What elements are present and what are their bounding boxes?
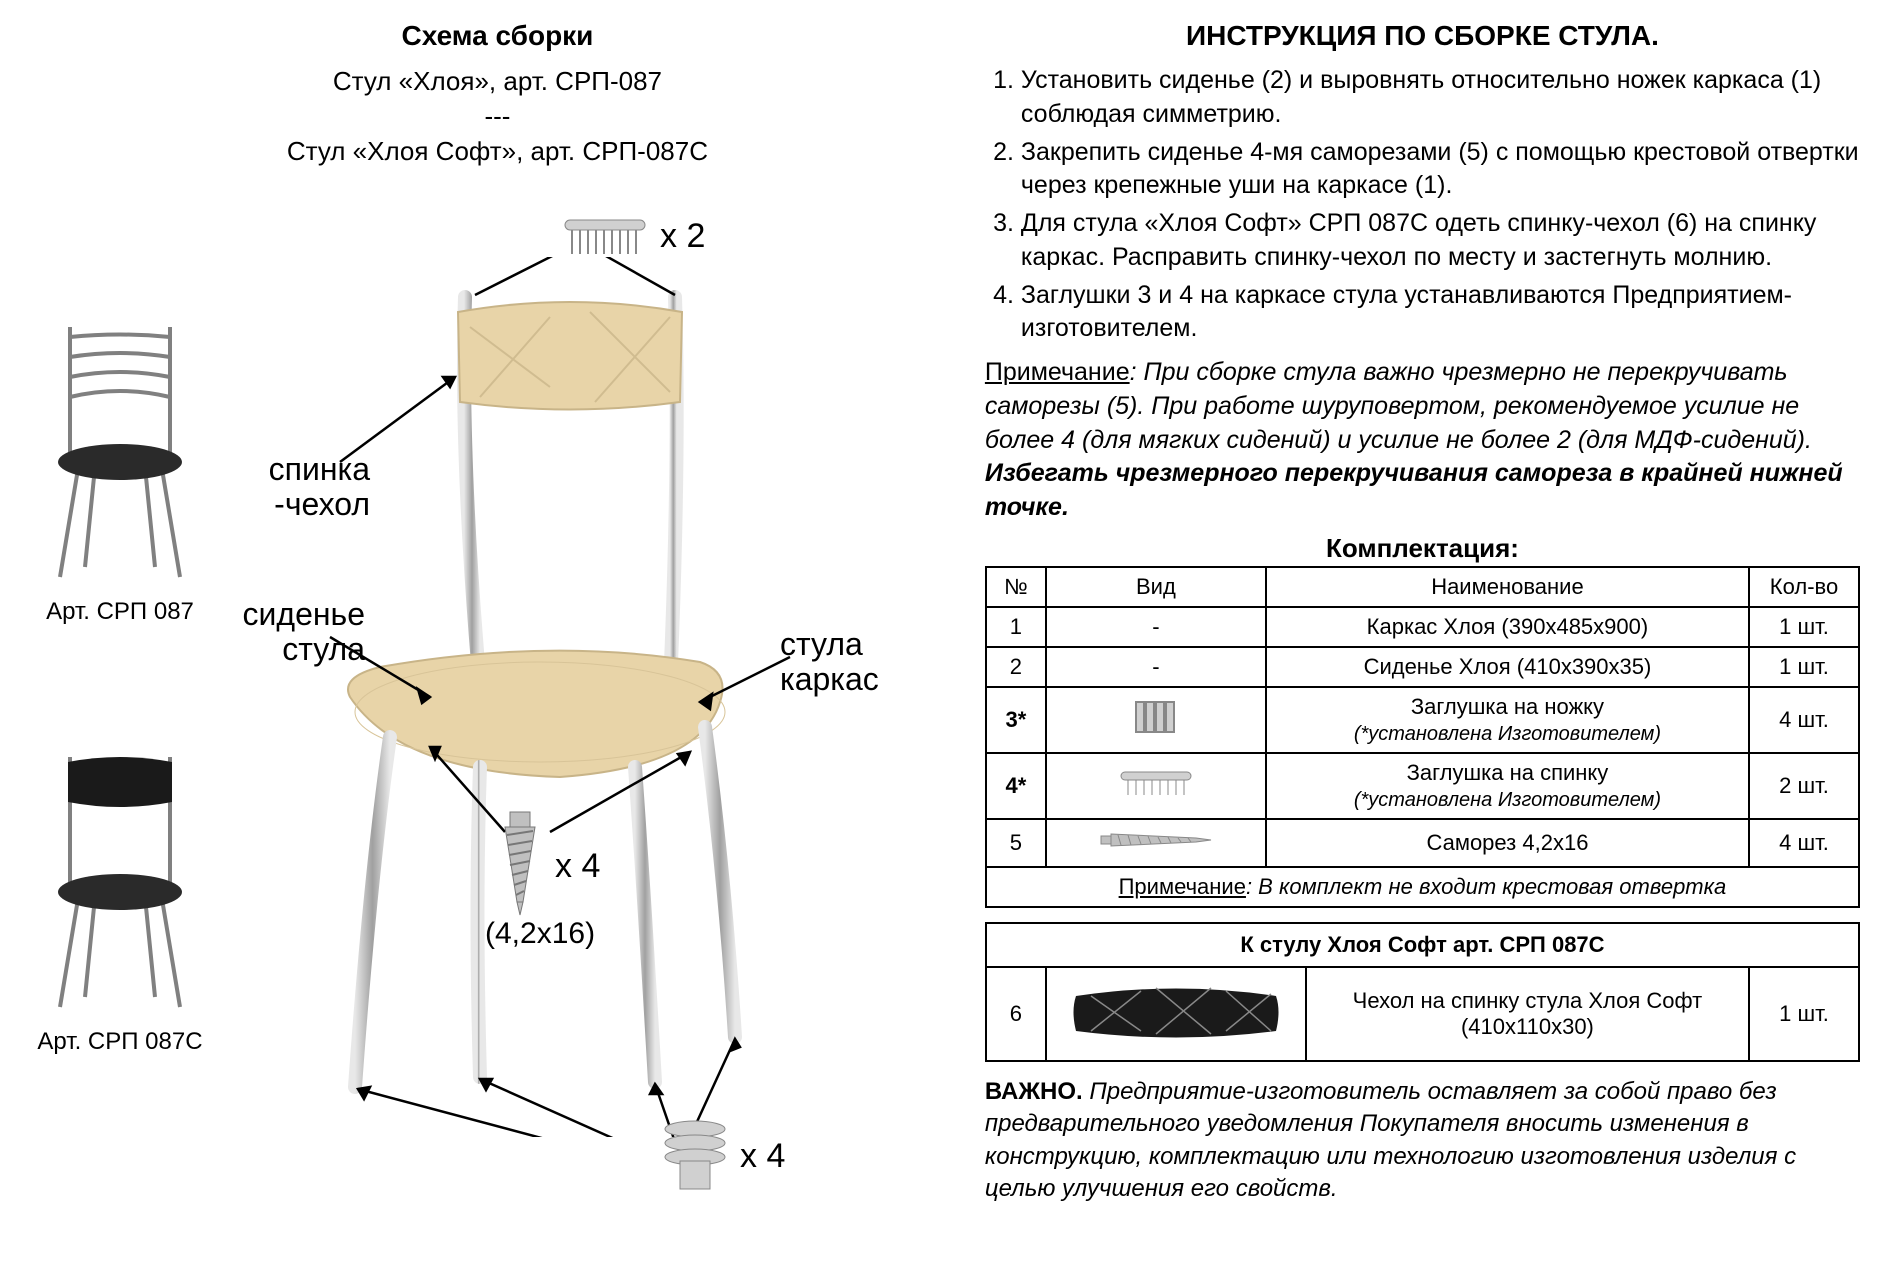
plug-top-qty: x 2	[660, 217, 705, 256]
schema-sub2: Стул «Хлоя Софт», арт. СРП-087С	[40, 136, 955, 167]
small-chair-087c: Арт. СРП 087С	[30, 737, 210, 1056]
callout-seat: сиденье стула	[235, 597, 365, 667]
screw-qty: x 4	[555, 847, 600, 886]
extra-row: 6 Чехол на спинку стула Хлоя Софт (410х1…	[986, 967, 1859, 1061]
left-column: Схема сборки Стул «Хлоя», арт. СРП-087 -…	[40, 20, 955, 1247]
extra-header-row: К стулу Хлоя Софт арт. СРП 087С	[986, 923, 1859, 967]
main-chair-svg	[280, 257, 800, 1137]
right-column: ИНСТРУКЦИЯ ПО СБОРКЕ СТУЛА. Установить с…	[985, 20, 1860, 1247]
table-row: 4* Заглушка на спинку(*установлена Изгот…	[986, 753, 1859, 819]
schema-sep: ---	[40, 101, 955, 132]
extra-table: К стулу Хлоя Софт арт. СРП 087С 6 Чехол …	[985, 922, 1860, 1062]
screw-icon	[495, 807, 545, 922]
step-3: Для стула «Хлоя Софт» СРП 087С одеть спи…	[1021, 207, 1860, 275]
note-bold: Избегать чрезмерного перекручивания само…	[985, 459, 1843, 521]
chair-icon	[30, 737, 210, 1017]
table-note-row: Примечание: В комплект не входит крестов…	[986, 867, 1859, 907]
plug-leg-icon	[660, 1117, 730, 1202]
th-num: №	[986, 567, 1046, 607]
instructions-list: Установить сиденье (2) и выровнять относ…	[985, 64, 1860, 346]
diagram-area: Арт. СРП 087 Арт. СРП 087С	[40, 197, 955, 1247]
callout-back: спинка -чехол	[240, 452, 370, 522]
th-name: Наименование	[1266, 567, 1749, 607]
small-chair-087: Арт. СРП 087	[30, 307, 210, 626]
cell-plug-back-icon	[1046, 753, 1266, 819]
chair-icon	[30, 307, 210, 587]
step-2: Закрепить сиденье 4-мя саморезами (5) с …	[1021, 136, 1860, 204]
art-label-2: Арт. СРП 087С	[30, 1028, 210, 1056]
instructions-title: ИНСТРУКЦИЯ ПО СБОРКЕ СТУЛА.	[985, 20, 1860, 52]
table-row: 5 Саморез 4,2х16 4 шт.	[986, 819, 1859, 867]
komp-title: Комплектация:	[985, 533, 1860, 564]
note-block: Примечание: При сборке стула важно чрезм…	[985, 356, 1860, 525]
table-header-row: № Вид Наименование Кол-во	[986, 567, 1859, 607]
cell-plug-leg-icon	[1046, 687, 1266, 753]
note-label: Примечание	[985, 358, 1130, 386]
cell-screw-icon	[1046, 819, 1266, 867]
important-text: Предприятие-изготовитель оставляет за со…	[985, 1078, 1796, 1202]
cover-icon	[1046, 967, 1306, 1061]
th-view: Вид	[1046, 567, 1266, 607]
table-row: 3* Заглушка на ножку(*установлена Изгото…	[986, 687, 1859, 753]
step-4: Заглушки 3 и 4 на каркасе стула устанавл…	[1021, 279, 1860, 347]
callout-frame: стула каркас	[780, 627, 920, 697]
th-qty: Кол-во	[1749, 567, 1859, 607]
plug-bottom-qty: x 4	[740, 1137, 785, 1176]
parts-table: № Вид Наименование Кол-во 1 - Каркас Хло…	[985, 566, 1860, 908]
art-label-1: Арт. СРП 087	[30, 598, 210, 626]
plug-back-icon	[560, 212, 650, 267]
table-row: 1 - Каркас Хлоя (390х485х900) 1 шт.	[986, 607, 1859, 647]
table-row: 2 - Сиденье Хлоя (410х390х35) 1 шт.	[986, 647, 1859, 687]
schema-title: Схема сборки	[40, 20, 955, 52]
step-1: Установить сиденье (2) и выровнять относ…	[1021, 64, 1860, 132]
screw-size: (4,2x16)	[485, 917, 595, 951]
important-block: ВАЖНО. Предприятие-изготовитель оставляе…	[985, 1076, 1860, 1206]
schema-sub1: Стул «Хлоя», арт. СРП-087	[40, 66, 955, 97]
important-label: ВАЖНО.	[985, 1078, 1083, 1105]
main-chair	[280, 257, 800, 1142]
